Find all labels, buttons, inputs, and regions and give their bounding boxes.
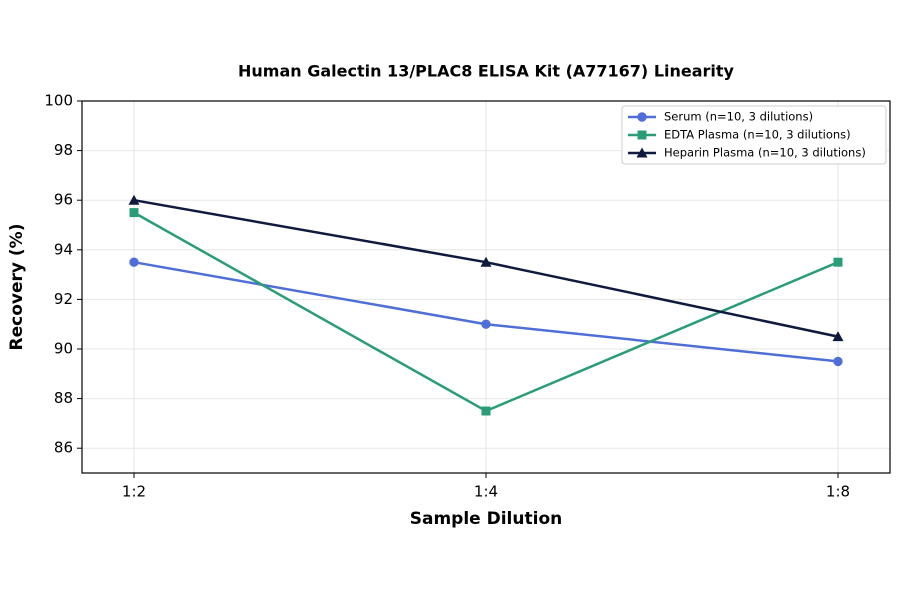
legend-box — [621, 105, 887, 165]
y-tick-label: 94 — [54, 240, 73, 258]
data-point — [833, 356, 843, 367]
legend-label: Heparin Plasma (n=10, 3 dilutions) — [664, 146, 866, 160]
data-point — [129, 208, 139, 218]
legend-label: Serum (n=10, 3 dilutions) — [664, 110, 813, 124]
legend-marker — [637, 130, 647, 140]
data-point — [129, 257, 139, 267]
legend-marker — [636, 147, 648, 158]
y-tick-label: 98 — [54, 141, 73, 159]
y-axis-label: Recovery (%) — [7, 224, 27, 351]
data-point — [833, 257, 843, 267]
data-point — [481, 319, 491, 329]
legend-label: EDTA Plasma (n=10, 3 dilutions) — [664, 128, 851, 142]
x-axis-label: Sample Dilution — [410, 509, 562, 529]
y-tick-label: 90 — [54, 340, 73, 358]
data-point — [128, 194, 140, 205]
x-tick-label: 1:4 — [474, 483, 498, 501]
y-tick-label: 86 — [54, 439, 73, 457]
data-point — [832, 331, 844, 342]
data-point — [480, 256, 492, 267]
x-tick-label: 1:8 — [826, 483, 850, 501]
y-tick-label: 100 — [44, 92, 73, 110]
y-tick-label: 96 — [54, 191, 73, 209]
y-tick-label: 92 — [54, 290, 73, 308]
data-point — [481, 406, 491, 416]
y-tick-label: 88 — [54, 389, 73, 407]
plot-frame — [81, 100, 891, 474]
chart-title: Human Galectin 13/PLAC8 ELISA Kit (A7716… — [238, 62, 735, 81]
x-tick-label: 1:2 — [122, 483, 146, 501]
legend-marker — [637, 112, 647, 122]
